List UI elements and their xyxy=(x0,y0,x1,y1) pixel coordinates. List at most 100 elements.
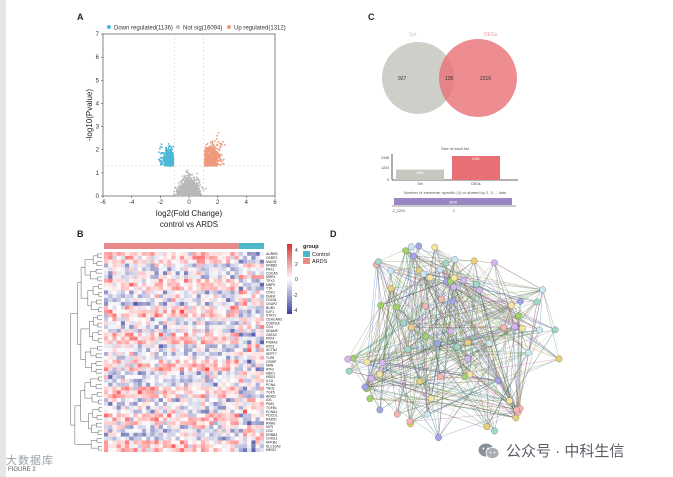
heatmap-cell xyxy=(213,386,218,391)
network-edge xyxy=(382,327,504,363)
heatmap-cell xyxy=(171,302,176,306)
volcano-point-ns xyxy=(185,170,187,173)
heatmap-cell xyxy=(200,355,206,360)
size-bar-set xyxy=(396,169,444,180)
heatmap-cell xyxy=(179,448,185,453)
heatmap-cell xyxy=(112,275,117,279)
heatmap-cell xyxy=(221,271,227,276)
heatmap-cell xyxy=(242,278,248,283)
heatmap-cell xyxy=(192,255,197,260)
heatmap-cell xyxy=(154,328,159,333)
heatmap-cell xyxy=(230,298,235,303)
network-edge xyxy=(405,250,560,360)
heatmap-cell xyxy=(162,282,168,287)
heatmap-cell xyxy=(184,325,189,329)
heatmap-gene-label: KIF9 xyxy=(266,425,273,429)
heatmap-cell xyxy=(125,344,130,349)
heatmap-cell xyxy=(158,267,163,272)
heatmap-gene-label: MSR1 xyxy=(266,275,276,279)
heatmap-cell xyxy=(133,275,138,279)
heatmap-cell xyxy=(238,405,243,410)
heatmap-cell xyxy=(196,409,201,414)
heatmap-cell xyxy=(251,402,256,406)
heatmap-cell xyxy=(188,271,193,276)
heatmap-cell xyxy=(133,348,138,353)
heatmap-cell xyxy=(171,271,176,276)
heatmap-cell xyxy=(234,275,239,279)
heatmap-cell xyxy=(133,309,138,314)
volcano-point-down xyxy=(168,151,171,154)
heatmap-cell xyxy=(209,259,214,264)
heatmap-cell xyxy=(120,298,126,303)
volcano-point-down xyxy=(165,146,168,149)
heatmap-cell xyxy=(205,371,210,376)
heatmap-cell xyxy=(238,275,243,279)
heatmap-cell xyxy=(188,436,193,441)
heatmap-gene-label: KCNA1 xyxy=(266,410,277,414)
heatmap-cell xyxy=(158,294,163,299)
heatmap-cell xyxy=(146,344,151,349)
volcano-point-ns xyxy=(189,178,192,181)
heatmap-cell xyxy=(226,390,231,395)
heatmap-cell xyxy=(171,413,176,418)
heatmap-cell xyxy=(242,448,248,453)
heatmap-cell xyxy=(154,267,159,272)
volcano-point-up xyxy=(222,140,224,143)
heatmap-cell xyxy=(129,375,134,379)
network-node xyxy=(513,406,520,414)
heatmap-cell xyxy=(230,386,235,391)
dendrogram-branch xyxy=(80,267,88,299)
heatmap-cell xyxy=(179,317,185,322)
heatmap-gene-label: BUB1 xyxy=(266,306,275,310)
network-edge xyxy=(410,274,424,424)
heatmap-cell xyxy=(196,252,201,256)
heatmap-cell xyxy=(150,298,155,303)
heatmap-cell xyxy=(137,294,142,299)
network-node xyxy=(494,377,502,384)
heatmap-cell xyxy=(171,428,176,433)
heatmap-cell xyxy=(154,402,159,406)
heatmap-cell xyxy=(196,425,201,429)
volcano-point-ns xyxy=(183,181,186,184)
heatmap-cell xyxy=(116,255,121,260)
heatmap-cell xyxy=(133,375,138,379)
network-node xyxy=(406,417,414,425)
heatmap-cell xyxy=(221,363,227,368)
heatmap-cell xyxy=(213,313,218,318)
heatmap-cell xyxy=(158,371,163,376)
network-edge xyxy=(349,370,519,413)
volcano-point-up xyxy=(220,154,223,156)
heatmap-cell xyxy=(251,428,256,433)
heatmap-cell xyxy=(125,398,130,403)
heatmap-cell xyxy=(226,417,231,422)
heatmap-cell xyxy=(184,275,189,279)
heatmap-cell xyxy=(188,309,193,314)
heatmap-cell xyxy=(242,352,248,356)
network-edge xyxy=(379,277,431,411)
heatmap-cell xyxy=(259,386,265,391)
heatmap-cell xyxy=(255,432,260,437)
heatmap-cell xyxy=(120,290,126,295)
heatmap-cell xyxy=(259,421,265,426)
heatmap-cell xyxy=(200,271,206,276)
heatmap-cell xyxy=(242,286,248,291)
heatmap-cell xyxy=(213,348,218,353)
heatmap-cell xyxy=(242,444,248,449)
volcano-point-up xyxy=(218,159,221,162)
heatmap-cell xyxy=(259,263,265,268)
heatmap-cell xyxy=(230,444,235,449)
heatmap-cell xyxy=(255,267,260,272)
heatmap-cell xyxy=(108,375,113,379)
volcano-point-up xyxy=(209,155,212,158)
heatmap-cell xyxy=(146,390,151,395)
heatmap-cell xyxy=(259,305,265,310)
network-edge xyxy=(464,376,516,419)
heatmap-cell xyxy=(137,417,142,422)
heatmap-cell xyxy=(167,309,172,314)
heatmap-cell xyxy=(259,444,265,449)
heatmap-cell xyxy=(146,294,151,299)
heatmap-cell xyxy=(234,394,239,399)
heatmap-cell xyxy=(234,378,239,383)
heatmap-cell xyxy=(188,275,193,279)
